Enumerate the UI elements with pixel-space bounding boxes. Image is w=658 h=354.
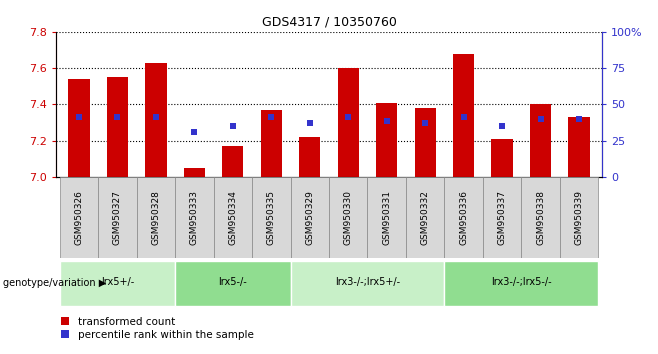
FancyBboxPatch shape [444, 177, 483, 258]
Text: GSM950328: GSM950328 [151, 190, 161, 245]
FancyBboxPatch shape [406, 177, 444, 258]
Bar [453, 54, 474, 177]
FancyBboxPatch shape [214, 177, 252, 258]
FancyBboxPatch shape [483, 177, 521, 258]
FancyBboxPatch shape [175, 177, 214, 258]
Bar [184, 168, 205, 177]
Text: GSM950331: GSM950331 [382, 190, 392, 245]
FancyBboxPatch shape [367, 177, 406, 258]
Bar [299, 137, 320, 177]
Bar [569, 117, 590, 177]
Bar [68, 79, 89, 177]
Text: GSM950326: GSM950326 [74, 190, 84, 245]
Text: genotype/variation ▶: genotype/variation ▶ [3, 278, 107, 288]
FancyBboxPatch shape [98, 177, 137, 258]
Bar [145, 63, 166, 177]
Text: lrx5-/-: lrx5-/- [218, 277, 247, 287]
Bar [338, 68, 359, 177]
FancyBboxPatch shape [137, 177, 175, 258]
Bar [261, 110, 282, 177]
FancyBboxPatch shape [329, 177, 367, 258]
Text: GSM950334: GSM950334 [228, 190, 238, 245]
Text: GSM950337: GSM950337 [497, 190, 507, 245]
Text: GSM950339: GSM950339 [574, 190, 584, 245]
FancyBboxPatch shape [560, 177, 598, 258]
FancyBboxPatch shape [291, 177, 329, 258]
FancyBboxPatch shape [60, 177, 98, 258]
Bar [492, 139, 513, 177]
FancyBboxPatch shape [291, 261, 444, 306]
Text: GSM950333: GSM950333 [190, 190, 199, 245]
FancyBboxPatch shape [444, 261, 598, 306]
Text: GSM950336: GSM950336 [459, 190, 468, 245]
FancyBboxPatch shape [60, 261, 175, 306]
Text: lrx5+/-: lrx5+/- [101, 277, 134, 287]
Bar [376, 103, 397, 177]
Text: GDS4317 / 10350760: GDS4317 / 10350760 [262, 16, 396, 29]
Text: GSM950330: GSM950330 [343, 190, 353, 245]
Text: GSM950335: GSM950335 [266, 190, 276, 245]
Text: GSM950327: GSM950327 [113, 190, 122, 245]
Text: GSM950332: GSM950332 [420, 190, 430, 245]
Legend: transformed count, percentile rank within the sample: transformed count, percentile rank withi… [61, 317, 254, 340]
Text: lrx3-/-;lrx5-/-: lrx3-/-;lrx5-/- [491, 277, 551, 287]
Text: GSM950329: GSM950329 [305, 190, 315, 245]
Text: GSM950338: GSM950338 [536, 190, 545, 245]
FancyBboxPatch shape [175, 261, 291, 306]
Text: lrx3-/-;lrx5+/-: lrx3-/-;lrx5+/- [335, 277, 400, 287]
Bar [107, 77, 128, 177]
FancyBboxPatch shape [252, 177, 291, 258]
FancyBboxPatch shape [521, 177, 560, 258]
Bar [415, 108, 436, 177]
Bar [222, 146, 243, 177]
Bar [530, 104, 551, 177]
